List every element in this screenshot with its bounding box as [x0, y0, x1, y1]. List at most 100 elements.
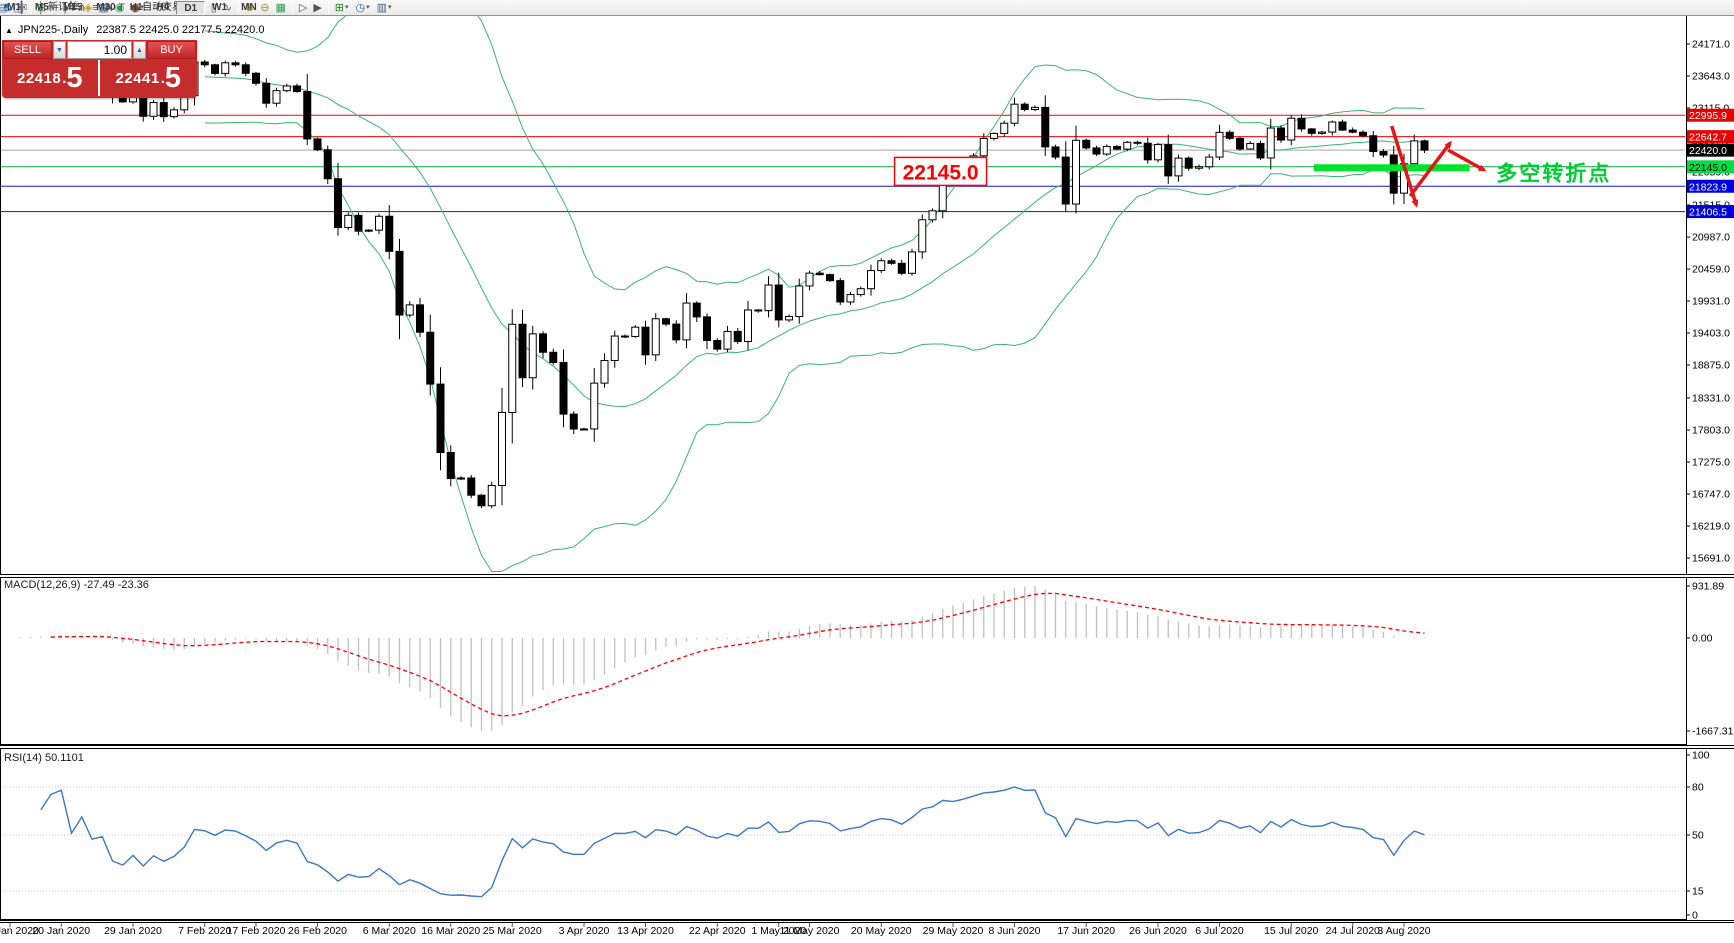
arrows-icon[interactable]: ◆ ▾	[128, 1, 148, 15]
trendline-icon[interactable]: ╱	[62, 1, 75, 15]
text-icon[interactable]: A	[102, 1, 115, 15]
text-icon: A	[104, 1, 113, 14]
buy-price[interactable]: 22441 . 5	[100, 60, 198, 96]
candle-bull	[877, 260, 886, 272]
candle-bear	[713, 339, 722, 350]
candle-bull	[1010, 103, 1019, 124]
timeframe-h1[interactable]: H1	[129, 1, 143, 13]
candle-bull	[651, 318, 660, 356]
candle-bear	[549, 351, 558, 363]
timeframe-m15[interactable]: M15	[62, 1, 83, 13]
collapse-panel-icon[interactable]: ▲	[5, 26, 13, 35]
arrows-icon-dropdown[interactable]: ▾	[140, 3, 144, 11]
candle-bull	[918, 219, 927, 253]
price-tick: 16747.0	[1692, 488, 1730, 500]
axis-price-flag-text: 22642.7	[1689, 132, 1727, 144]
toolbar-separator	[30, 1, 32, 14]
one-click-trading-panel: SELL ▼ 1.00 ▲ BUY 22418 . 5 22441 . 5	[2, 40, 197, 98]
candle-bear	[1184, 157, 1193, 169]
candle-bull	[1287, 117, 1296, 141]
search-icon: ⊙	[3, 1, 13, 14]
axis-price-flag	[1687, 108, 1734, 122]
timeframe-m30[interactable]: M30	[96, 1, 116, 13]
highlight-bar[interactable]	[1313, 164, 1470, 172]
date-tick-label: 10 Jan 2020	[0, 925, 39, 937]
tile-windows-icon[interactable]: ▦	[272, 1, 288, 15]
buy-price-int: 22441	[115, 69, 160, 87]
candle-bull	[457, 477, 465, 480]
new-order-button[interactable]: ⊞ 新订单	[34, 1, 81, 15]
search-icon[interactable]: ⊙	[0, 1, 15, 15]
auto-scroll-icon[interactable]: ▷	[296, 1, 310, 15]
price-tick: 20987.0	[1692, 231, 1730, 243]
date-tick-label: 17 Jun 2020	[1057, 925, 1115, 937]
line-chart-icon[interactable]: ∿	[220, 1, 235, 15]
rsi-line	[40, 786, 1425, 898]
chart-shift-icon[interactable]: ▶	[310, 1, 324, 15]
macd-tick: -1667.31	[1692, 726, 1734, 738]
candle-bear	[231, 62, 240, 66]
indicators-add-icon-dropdown[interactable]: ▾	[345, 3, 349, 11]
candle-bull	[487, 484, 496, 507]
fibonacci-icon: ≡	[92, 1, 99, 14]
timeframe-m5[interactable]: M5	[34, 1, 49, 13]
timeframe-w1[interactable]: W1	[212, 1, 228, 13]
horizontal-line-icon[interactable]: ─	[48, 1, 62, 15]
sell-button[interactable]: SELL	[3, 41, 52, 59]
volume-increase-button[interactable]: ▲	[133, 41, 146, 59]
candle-bull	[364, 229, 373, 232]
timeframe-d1[interactable]: D1	[176, 0, 206, 15]
indicators-add-icon[interactable]: ⊞ ▾	[332, 1, 353, 15]
terminal-icon: ▦	[98, 1, 109, 14]
timeframe-m1[interactable]: M1	[7, 1, 21, 13]
red-zigzag-arrow[interactable]	[1408, 140, 1452, 198]
zoom-in-icon[interactable]: ⊕	[242, 1, 257, 15]
candle-bear	[323, 149, 332, 180]
cursor-icon[interactable]: ↖	[0, 1, 15, 15]
candle-bull	[856, 288, 865, 296]
candle-bear	[641, 326, 650, 356]
styles-bucket-icon[interactable]: ◈	[81, 1, 95, 15]
buy-button[interactable]: BUY	[147, 41, 196, 59]
periods-clock-icon[interactable]: ◷ ▾	[353, 1, 374, 15]
date-tick-label: 6 Mar 2020	[363, 925, 416, 937]
candle-bear	[1225, 131, 1234, 139]
vertical-line-icon[interactable]: │	[35, 1, 48, 15]
chat-icon[interactable]: ✉	[15, 1, 30, 15]
candle-bear	[313, 138, 322, 151]
macd-pane	[19, 586, 1426, 731]
candle-bull	[846, 294, 855, 303]
terminal-icon[interactable]: ▦	[96, 1, 112, 15]
text-label-icon[interactable]: T	[115, 1, 128, 15]
sell-price[interactable]: 22418 . 5	[2, 60, 100, 96]
templates-icon[interactable]: ▥ ▾	[374, 1, 396, 15]
chart-list-icon: ▤	[0, 1, 8, 14]
crosshair-icon[interactable]: ╋	[15, 1, 28, 15]
zoom-out-icon[interactable]: ⊖	[257, 1, 272, 15]
volume-decrease-button[interactable]: ▼	[53, 41, 66, 59]
candlestick-chart-icon[interactable]: ▯	[208, 1, 220, 15]
signals-icon[interactable]: ◉	[112, 1, 128, 15]
candle-bear	[1164, 144, 1173, 177]
price-flag-box[interactable]	[893, 156, 988, 187]
red-zigzag-arrow[interactable]	[1447, 148, 1487, 172]
timeframe-mn[interactable]: MN	[241, 1, 257, 13]
candle-bear	[1277, 127, 1285, 141]
date-tick-label: 25 Mar 2020	[483, 925, 542, 937]
autotrading-button[interactable]: ◍ 自动交易	[128, 1, 186, 15]
axis-price-flag-text: 22145.0	[1689, 162, 1727, 174]
channel-icon[interactable]: ⋔	[74, 1, 89, 15]
annotation-note-text[interactable]: 多空转折点	[1496, 161, 1611, 185]
chart-list-icon[interactable]: ▤	[0, 1, 10, 15]
templates-icon-dropdown[interactable]: ▾	[388, 3, 392, 11]
timeframe-h4[interactable]: H4	[156, 1, 170, 13]
fibonacci-icon[interactable]: ≡	[89, 1, 101, 15]
volume-input[interactable]: 1.00	[67, 41, 132, 59]
candle-bull	[590, 382, 599, 430]
candle-bear	[1369, 135, 1378, 153]
toolbar: ▤◫⊞新订单◈▦◉◍自动交易⊥▯∿⊕⊖▦▷▶⊞▾◷▾▥▾ ↖╋│─╱⋔≡AT◆▾…	[0, 0, 1734, 16]
bollinger-band	[204, 121, 1425, 573]
market-watch-icon[interactable]: ◫	[10, 1, 26, 15]
periods-clock-icon-dropdown[interactable]: ▾	[366, 3, 370, 11]
